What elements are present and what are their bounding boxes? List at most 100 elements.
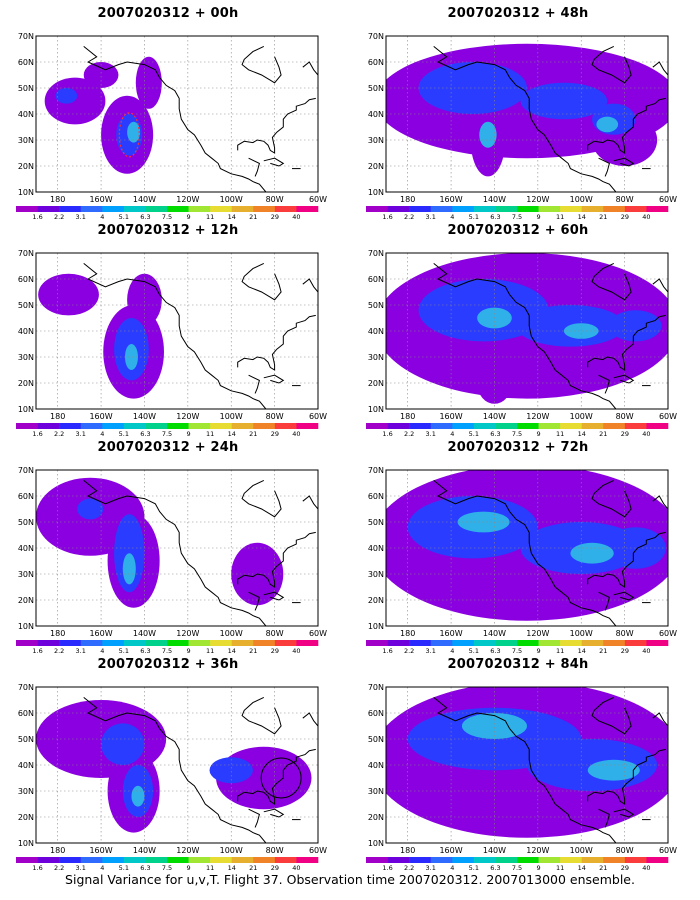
variance-contour-fill bbox=[124, 344, 138, 370]
lat-tick-label: 70N bbox=[368, 683, 384, 692]
lat-tick-label: 40N bbox=[18, 327, 34, 336]
colorbar-swatch bbox=[387, 206, 410, 212]
colorbar-label: 4 bbox=[450, 647, 454, 655]
colorbar-label: 21 bbox=[249, 213, 257, 221]
colorbar-swatch bbox=[430, 857, 453, 863]
lat-tick-label: 30N bbox=[18, 353, 34, 362]
colorbar-swatch bbox=[210, 423, 233, 429]
colorbar-swatch bbox=[430, 423, 453, 429]
lon-tick-label: 160W bbox=[439, 412, 462, 421]
colorbar-label: 9 bbox=[537, 864, 541, 872]
lon-tick-label: 160W bbox=[439, 629, 462, 638]
colorbar-swatch bbox=[581, 640, 604, 646]
colorbar-label: 7.5 bbox=[162, 430, 172, 438]
variance-contour-fill bbox=[131, 785, 145, 807]
lon-tick-label: 180 bbox=[400, 846, 415, 855]
colorbar-label: 2.2 bbox=[54, 430, 64, 438]
colorbar-swatch bbox=[581, 423, 604, 429]
colorbar-swatch bbox=[646, 857, 669, 863]
colorbar-swatch bbox=[473, 423, 496, 429]
coastline bbox=[652, 495, 668, 510]
lon-tick-label: 120W bbox=[176, 629, 199, 638]
colorbar-label: 2.2 bbox=[54, 647, 64, 655]
coastline bbox=[248, 591, 260, 611]
colorbar-swatch bbox=[409, 423, 432, 429]
lat-tick-label: 40N bbox=[368, 761, 384, 770]
colorbar-swatch bbox=[16, 206, 38, 212]
colorbar-label: 5.1 bbox=[119, 864, 129, 872]
coastline bbox=[613, 591, 635, 601]
coastline bbox=[237, 314, 316, 371]
lat-tick-label: 20N bbox=[368, 813, 384, 822]
lon-tick-label: 100W bbox=[220, 412, 243, 421]
colorbar-swatch bbox=[80, 423, 103, 429]
colorbar-swatch bbox=[253, 857, 276, 863]
colorbar-swatch bbox=[495, 640, 518, 646]
coastline bbox=[587, 97, 666, 154]
colorbar-swatch bbox=[603, 640, 626, 646]
colorbar-label: 7.5 bbox=[512, 864, 522, 872]
lon-tick-label: 60W bbox=[309, 846, 327, 855]
colorbar-swatch bbox=[167, 423, 189, 429]
colorbar-label: 11 bbox=[556, 430, 564, 438]
colorbar-label: 9 bbox=[537, 647, 541, 655]
colorbar-label: 6.3 bbox=[140, 864, 150, 872]
colorbar-label: 2.2 bbox=[54, 213, 64, 221]
map-panel-72h: 2007020312 + 72h 70N 60N 50N 40N 30N 20N 10N 180… bbox=[353, 440, 683, 655]
panel-title: 2007020312 + 36h bbox=[97, 657, 239, 672]
colorbar-swatch bbox=[452, 423, 475, 429]
map-frame bbox=[35, 252, 319, 410]
colorbar-label: 2.2 bbox=[404, 864, 414, 872]
colorbar-swatch bbox=[210, 640, 233, 646]
lat-tick-label: 60N bbox=[18, 492, 34, 501]
map-panel-12h: 2007020312 + 12h 70N 60N 50N 40N 30N 20N 10N 180… bbox=[3, 223, 333, 438]
colorbar-swatch bbox=[624, 423, 647, 429]
variance-contour-fill bbox=[209, 757, 253, 784]
lon-tick-label: 100W bbox=[220, 195, 243, 204]
coastline bbox=[433, 480, 617, 626]
variance-map: 70N 60N 50N 40N 30N 20N 10N 180 160W 140W 120W 100W… bbox=[16, 249, 327, 438]
coastline bbox=[241, 696, 282, 735]
lat-tick-label: 20N bbox=[18, 379, 34, 388]
colorbar-label: 2.2 bbox=[404, 430, 414, 438]
lon-tick-label: 80W bbox=[616, 412, 634, 421]
colorbar-swatch bbox=[603, 206, 626, 212]
colorbar-swatch bbox=[646, 423, 669, 429]
colorbar-swatch bbox=[296, 857, 319, 863]
coastline bbox=[302, 61, 318, 76]
coastline bbox=[652, 278, 668, 293]
colorbar-swatch bbox=[646, 206, 669, 212]
map-frame bbox=[35, 469, 319, 627]
colorbar-swatch bbox=[145, 857, 168, 863]
colorbar-swatch bbox=[231, 857, 254, 863]
colorbar-label: 40 bbox=[292, 213, 300, 221]
lat-tick-label: 70N bbox=[18, 249, 34, 258]
variance-contour-fill bbox=[461, 713, 527, 739]
colorbar-label: 21 bbox=[599, 213, 607, 221]
lon-tick-label: 160W bbox=[89, 846, 112, 855]
lat-tick-label: 60N bbox=[368, 275, 384, 284]
colorbar-label: 1.6 bbox=[32, 213, 42, 221]
colorbar-swatch bbox=[231, 206, 254, 212]
colorbar-swatch bbox=[296, 640, 319, 646]
colorbar-label: 14 bbox=[228, 213, 236, 221]
colorbar-label: 5.1 bbox=[469, 647, 479, 655]
coastline bbox=[587, 531, 666, 588]
colorbar-swatch bbox=[253, 206, 276, 212]
variance-contour-fill bbox=[55, 88, 78, 104]
colorbar-label: 1.6 bbox=[32, 864, 42, 872]
lat-tick-label: 70N bbox=[368, 466, 384, 475]
colorbar-swatch bbox=[37, 640, 60, 646]
colorbar-swatch bbox=[473, 857, 496, 863]
coastline bbox=[433, 697, 617, 843]
colorbar-label: 21 bbox=[249, 430, 257, 438]
colorbar-label: 29 bbox=[271, 647, 279, 655]
lon-tick-label: 140W bbox=[133, 412, 156, 421]
lon-tick-label: 60W bbox=[659, 412, 677, 421]
coastline bbox=[241, 479, 282, 518]
lon-tick-label: 180 bbox=[400, 629, 415, 638]
colorbar-swatch bbox=[517, 857, 539, 863]
coastline bbox=[613, 808, 635, 818]
colorbar-label: 29 bbox=[621, 864, 629, 872]
lat-tick-label: 30N bbox=[18, 787, 34, 796]
